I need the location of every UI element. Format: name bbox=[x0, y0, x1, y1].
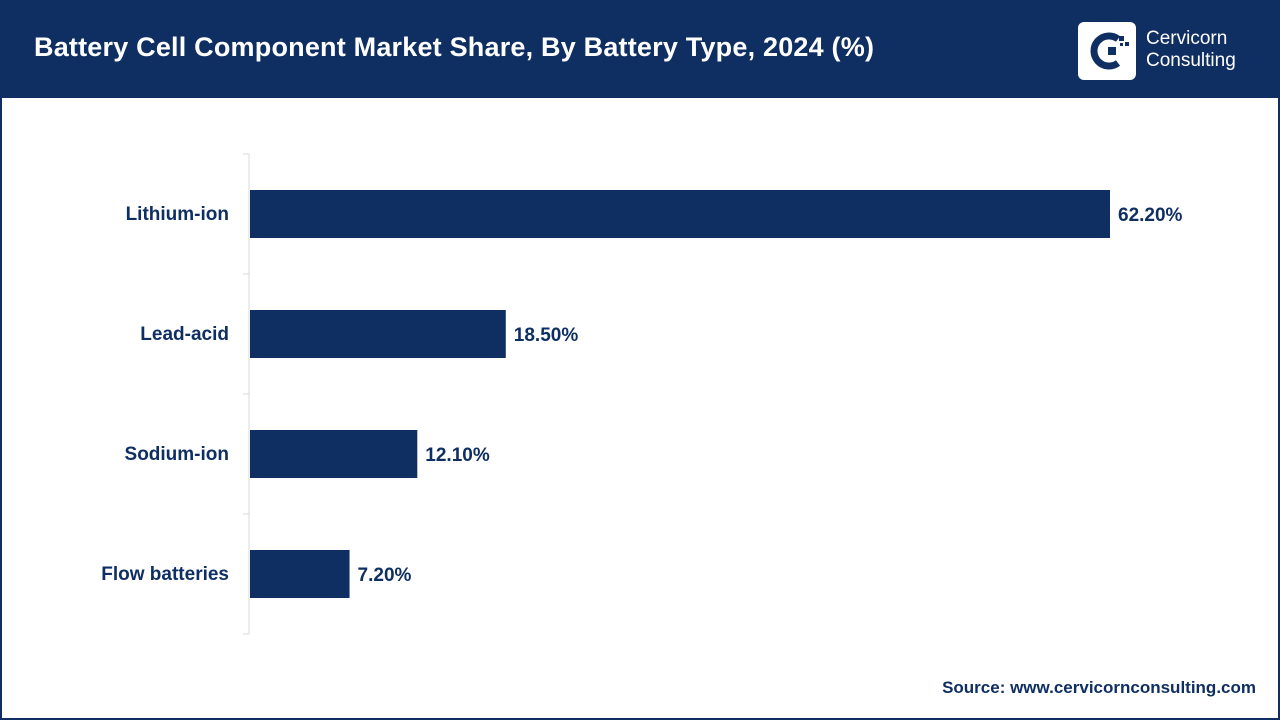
data-label: 7.20% bbox=[358, 565, 412, 586]
brand-name: Cervicorn Consulting bbox=[1146, 28, 1236, 72]
category-label: Lead-acid bbox=[140, 324, 229, 345]
brand-logo: Cervicorn Consulting bbox=[1078, 22, 1268, 80]
data-label: 12.10% bbox=[425, 445, 490, 466]
bar bbox=[250, 190, 1110, 238]
bar bbox=[250, 430, 418, 478]
category-label: Lithium-ion bbox=[126, 204, 229, 225]
cervicorn-logo-icon bbox=[1078, 22, 1136, 80]
category-label: Flow batteries bbox=[101, 564, 229, 585]
header-banner: Battery Cell Component Market Share, By … bbox=[2, 2, 1278, 98]
data-label: 18.50% bbox=[514, 325, 579, 346]
category-label: Sodium-ion bbox=[125, 444, 229, 465]
brand-line1: Cervicorn bbox=[1146, 28, 1228, 49]
bar-chart: Lithium-ion 62.20% Lead-acid 18.50% Sodium-i… bbox=[101, 153, 1183, 635]
source-text: Source: www.cervicornconsulting.com bbox=[942, 678, 1256, 697]
brand-line2: Consulting bbox=[1146, 50, 1236, 71]
chart-title: Battery Cell Component Market Share, By … bbox=[34, 32, 875, 62]
data-label: 62.20% bbox=[1118, 205, 1183, 226]
bar bbox=[250, 310, 506, 358]
bar bbox=[250, 550, 350, 598]
